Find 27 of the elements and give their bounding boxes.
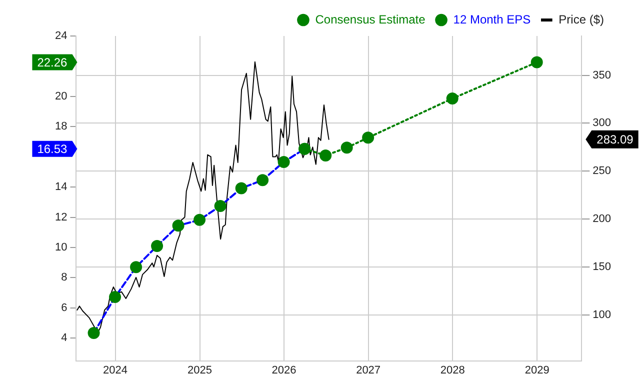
y2-tick-label: 250 xyxy=(592,165,612,178)
legend-label: 12 Month EPS xyxy=(453,12,531,26)
x-tick-label: 2027 xyxy=(356,364,381,376)
y-tick-label: 12 xyxy=(54,211,68,224)
x-tick-label: 2025 xyxy=(188,364,212,376)
y-tick-label: 14 xyxy=(54,181,68,194)
y2-tick-label: 150 xyxy=(592,260,612,273)
text: 16.53 xyxy=(37,142,68,156)
y-tick-label: 6 xyxy=(61,302,68,314)
x-tick-label: 2029 xyxy=(524,364,550,376)
y2-tick-label: 100 xyxy=(592,308,612,321)
y2-tick-label: 300 xyxy=(592,117,612,130)
x-tick-label: 2026 xyxy=(272,364,296,376)
y-tick-label: 8 xyxy=(61,272,68,284)
y-tick-label: 10 xyxy=(54,242,68,254)
legend-label: Price ($) xyxy=(558,12,604,26)
text: 283.09 xyxy=(596,132,634,147)
y-tick-label: 24 xyxy=(54,30,68,42)
text: 22.26 xyxy=(37,56,68,70)
y2-tick-label: 200 xyxy=(592,213,612,226)
y2-tick-label: 350 xyxy=(592,69,612,82)
x-tick-label: 2024 xyxy=(103,364,128,376)
y-tick-label: 4 xyxy=(61,332,68,344)
x-tick-label: 2028 xyxy=(440,364,465,376)
y-tick-label: 18 xyxy=(54,120,68,133)
legend-label: Consensus Estimate xyxy=(315,12,426,26)
y-tick-label: 20 xyxy=(54,90,68,102)
